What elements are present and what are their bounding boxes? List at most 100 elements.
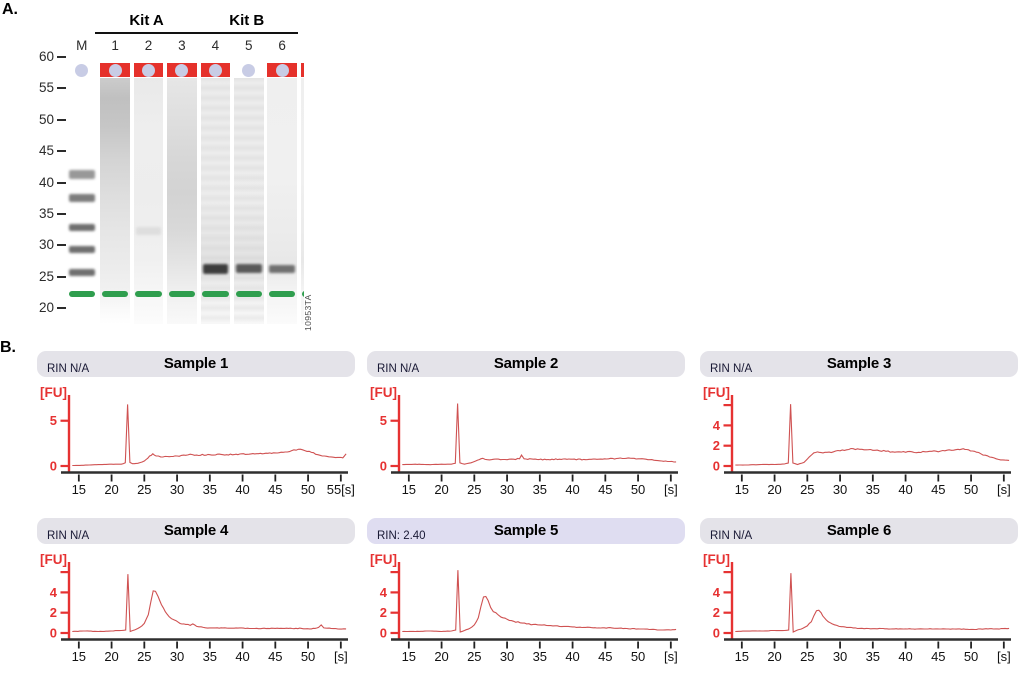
gel-size-label: 60 bbox=[38, 49, 54, 64]
y-tick-label: 5 bbox=[50, 413, 57, 428]
x-tick-label: 30 bbox=[833, 649, 847, 664]
gel-size-tick bbox=[57, 181, 66, 184]
sample-title: Sample 1 bbox=[163, 355, 229, 372]
x-tick-label: 40 bbox=[235, 482, 249, 497]
gel-band bbox=[69, 268, 95, 276]
y-tick-label: 2 bbox=[380, 605, 387, 620]
gel-size-label: 45 bbox=[38, 143, 54, 159]
x-tick-label: 20 bbox=[767, 649, 781, 664]
sample-title: Sample 6 bbox=[826, 522, 892, 539]
sample-card-4: Sample 4 RIN N/A 0 2 4 [FU] 15 20 25 30 35 40 45 50 [s… bbox=[37, 518, 355, 676]
x-tick-label: 30 bbox=[500, 482, 514, 497]
y-axis-unit-label: [FU] bbox=[370, 552, 397, 567]
y-tick-label: 0 bbox=[380, 626, 387, 641]
sample-title: Sample 3 bbox=[826, 355, 892, 372]
sample-card-6: Sample 6 RIN N/A 0 2 4 [FU] 15 20 25 30 35 40 45 50 [s… bbox=[700, 518, 1018, 676]
x-tick-label: 35 bbox=[533, 649, 547, 664]
x-tick-label: 30 bbox=[170, 649, 184, 664]
gel-size-label: 50 bbox=[38, 111, 54, 127]
x-tick-label: [s] bbox=[664, 482, 678, 497]
sample-header: Sample 3 RIN N/A bbox=[700, 351, 1018, 377]
gel-lane-1 bbox=[100, 78, 130, 324]
x-tick-label: 55[s] bbox=[327, 482, 355, 497]
x-tick-label: 35 bbox=[203, 649, 217, 664]
x-tick-label: 15 bbox=[72, 649, 86, 664]
x-tick-label: 50 bbox=[964, 482, 978, 497]
y-tick-label: 2 bbox=[50, 605, 57, 620]
x-tick-label: 15 bbox=[735, 649, 749, 664]
x-tick-label: 45 bbox=[268, 482, 282, 497]
gel-well-dot bbox=[208, 63, 222, 77]
x-tick-label: 15 bbox=[72, 482, 86, 497]
y-tick-label: 4 bbox=[50, 585, 58, 600]
gel-lane-4 bbox=[200, 78, 231, 324]
electropherogram-grid: Sample 1 RIN N/A 0 5 [FU] 15 20 25 30 35 40 45 50 55[… bbox=[37, 351, 1032, 676]
electropherogram-sample-3: 0 2 4 [FU] 15 20 25 30 35 40 45 50 [s] bbox=[703, 385, 1011, 497]
x-tick-label: 15 bbox=[402, 482, 416, 497]
gel-upper-marker-band bbox=[300, 63, 304, 77]
x-tick-label: 20 bbox=[434, 482, 448, 497]
gel-size-tick bbox=[57, 307, 66, 310]
electropherogram-sample-1: 0 5 [FU] 15 20 25 30 35 40 45 50 55[s] bbox=[40, 385, 355, 497]
kit-group-underline bbox=[95, 32, 198, 34]
x-tick-label: [s] bbox=[664, 649, 678, 664]
y-tick-label: 2 bbox=[713, 438, 720, 453]
x-tick-label: 45 bbox=[931, 649, 945, 664]
y-tick-label: 5 bbox=[380, 413, 387, 428]
y-tick-label: 2 bbox=[713, 605, 720, 620]
kit-group-label: Kit B bbox=[229, 12, 265, 29]
sample-header: Sample 4 RIN N/A bbox=[37, 518, 355, 544]
x-tick-label: [s] bbox=[997, 649, 1011, 664]
gel-lower-marker-band bbox=[202, 291, 229, 297]
y-tick-label: 4 bbox=[713, 418, 721, 433]
x-tick-label: 30 bbox=[170, 482, 184, 497]
gel-size-tick bbox=[57, 213, 66, 215]
rin-badge: RIN N/A bbox=[377, 363, 420, 375]
gel-band bbox=[69, 193, 95, 202]
x-tick-label: 45 bbox=[268, 649, 282, 664]
gel-band bbox=[202, 264, 229, 275]
y-axis-unit-label: [FU] bbox=[703, 552, 730, 567]
gel-lower-marker-band bbox=[235, 291, 262, 297]
gel-lane-label-1: 1 bbox=[111, 38, 119, 53]
electropherogram-sample-2: 0 5 [FU] 15 20 25 30 35 40 45 50 [s] bbox=[370, 385, 678, 497]
x-tick-label: 50 bbox=[631, 482, 645, 497]
x-tick-label: 25 bbox=[800, 482, 814, 497]
x-tick-label: 45 bbox=[598, 649, 612, 664]
sample-title: Sample 5 bbox=[493, 522, 559, 539]
x-tick-label: 30 bbox=[833, 482, 847, 497]
x-tick-label: 50 bbox=[631, 649, 645, 664]
panel-b-label: B. bbox=[0, 339, 16, 356]
sample-card-1: Sample 1 RIN N/A 0 5 [FU] 15 20 25 30 35 40 45 50 55[… bbox=[37, 351, 355, 515]
gel-size-tick bbox=[57, 56, 66, 58]
y-axis-unit-label: [FU] bbox=[370, 385, 397, 400]
x-tick-label: 25 bbox=[137, 482, 151, 497]
x-tick-label: 35 bbox=[866, 482, 880, 497]
y-tick-label: 4 bbox=[713, 585, 721, 600]
x-tick-label: 25 bbox=[467, 482, 481, 497]
electropherogram-sample-5: 0 2 4 [FU] 15 20 25 30 35 40 45 50 [s] bbox=[370, 552, 678, 664]
gel-size-label: 35 bbox=[38, 206, 54, 221]
rin-badge: RIN N/A bbox=[710, 530, 753, 542]
x-tick-label: 15 bbox=[402, 649, 416, 664]
x-tick-label: [s] bbox=[334, 649, 348, 664]
kit-group-label: Kit A bbox=[129, 12, 164, 29]
x-tick-label: 25 bbox=[467, 649, 481, 664]
gel-side-code: 10953TA bbox=[303, 294, 313, 331]
x-tick-label: [s] bbox=[997, 482, 1011, 497]
x-tick-label: 20 bbox=[434, 649, 448, 664]
electropherogram-sample-6: 0 2 4 [FU] 15 20 25 30 35 40 45 50 [s] bbox=[703, 552, 1011, 664]
gel-well-dot bbox=[242, 63, 256, 77]
gel-lane-label-6: 6 bbox=[278, 38, 286, 53]
sample-header: Sample 1 RIN N/A bbox=[37, 351, 355, 377]
gel-well-dot bbox=[275, 63, 289, 77]
electropherogram-sample-4: 0 2 4 [FU] 15 20 25 30 35 40 45 50 [s] bbox=[40, 552, 348, 664]
sample-card-2: Sample 2 RIN N/A 0 5 [FU] 15 20 25 30 35 40 45 50 [s] bbox=[367, 351, 685, 515]
trace bbox=[72, 404, 347, 467]
sample-header: Sample 6 RIN N/A bbox=[700, 518, 1018, 544]
gel-lane-6 bbox=[267, 78, 297, 324]
x-tick-label: 45 bbox=[598, 482, 612, 497]
sample-card-3: Sample 3 RIN N/A 0 2 4 [FU] 15 20 25 30 35 40 45 50 [s… bbox=[700, 351, 1018, 515]
x-tick-label: 40 bbox=[898, 649, 912, 664]
